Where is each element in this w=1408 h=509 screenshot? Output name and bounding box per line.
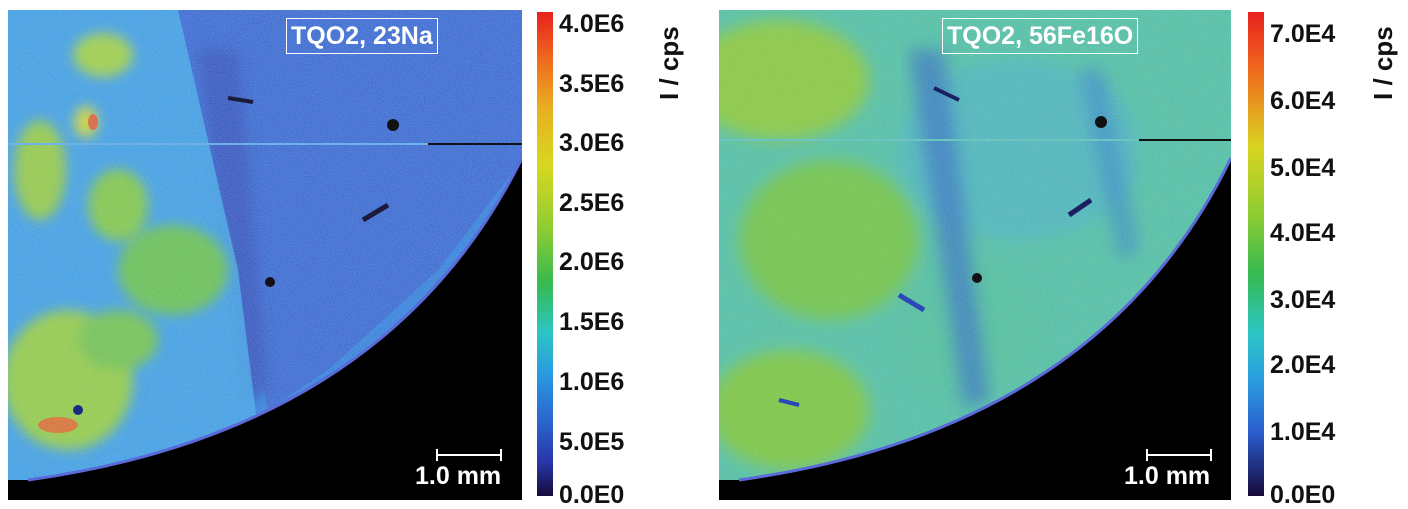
ion-map-56fe16o — [719, 10, 1231, 500]
tick-label: 3.0E4 — [1270, 286, 1336, 314]
tick-label: 0.0E0 — [559, 481, 625, 509]
scale-bar-56fe16o — [1146, 449, 1212, 461]
ion-map-23na-image — [8, 10, 522, 500]
colorbar-unit-23na: I / cps — [654, 26, 684, 100]
tick-label: 1.5E6 — [559, 308, 625, 336]
colorbar-56fe16o — [1248, 12, 1264, 496]
tick-label: 4.0E6 — [559, 10, 625, 38]
tick-label: 2.0E4 — [1270, 351, 1336, 379]
scale-bar-23na — [436, 449, 502, 461]
tick-label: 3.0E6 — [559, 129, 625, 157]
tick-label: 2.0E6 — [559, 248, 625, 276]
tick-label: 0.0E0 — [1270, 481, 1336, 509]
tick-label: 1.0E4 — [1270, 418, 1336, 446]
tick-label: 5.0E4 — [1270, 154, 1336, 182]
scale-text-56fe16o: 1.0 mm — [1124, 462, 1211, 490]
panel-56fe16o: TQO2, 56Fe16O 1.0 mm 7.0E4 6.0E4 5.0E4 4… — [700, 0, 1408, 508]
tick-label: 7.0E4 — [1270, 20, 1336, 48]
panel-label-23na: TQO2, 23Na — [286, 18, 438, 54]
colorbar-unit-56fe16o: I / cps — [1368, 26, 1398, 100]
colorbar-23na — [537, 12, 553, 496]
panel-label-56fe16o: TQO2, 56Fe16O — [942, 18, 1139, 54]
tick-label: 4.0E4 — [1270, 219, 1336, 247]
scale-text-23na: 1.0 mm — [415, 462, 502, 490]
tick-label: 5.0E5 — [559, 428, 625, 456]
ion-map-23na — [8, 10, 522, 500]
tick-label: 2.5E6 — [559, 189, 625, 217]
tick-label: 1.0E6 — [559, 368, 625, 396]
panel-23na: TQO2, 23Na 1.0 mm 4.0E6 3.5E6 3.0E6 2.5E… — [0, 0, 700, 508]
ion-map-56fe16o-image — [719, 10, 1231, 500]
tick-label: 3.5E6 — [559, 70, 625, 98]
tick-label: 6.0E4 — [1270, 87, 1336, 115]
